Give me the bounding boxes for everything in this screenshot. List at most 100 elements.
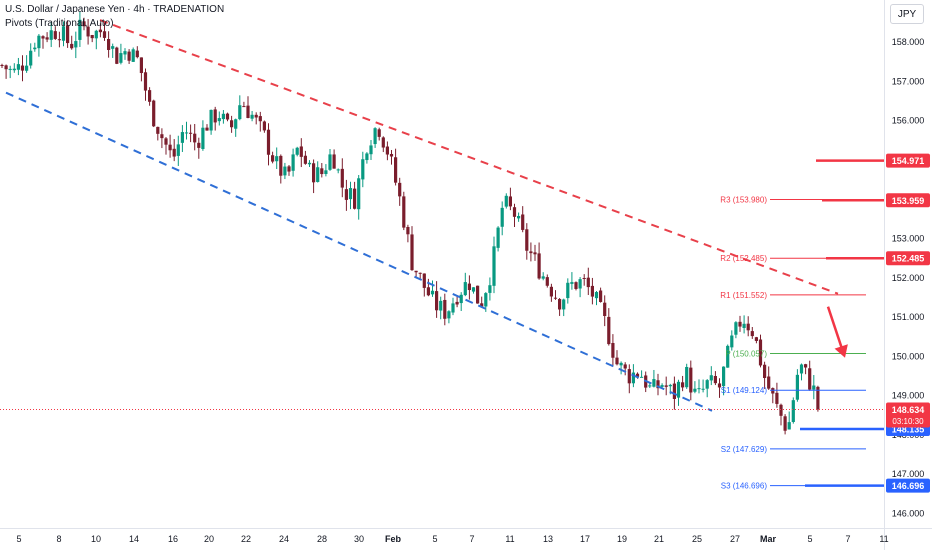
candle-body	[312, 163, 316, 183]
candle-body	[529, 251, 533, 254]
candle-body	[37, 35, 41, 49]
time-tick-label: 14	[129, 534, 139, 544]
candle-body	[70, 43, 74, 49]
candle-body	[230, 120, 234, 128]
candle-body	[205, 127, 209, 131]
candle-body	[582, 277, 586, 279]
candle-body	[328, 154, 332, 170]
time-tick-label: 8	[56, 534, 61, 544]
candle-body	[242, 106, 246, 108]
candle-body	[389, 153, 394, 157]
candle-body	[549, 286, 553, 297]
candle-body	[82, 21, 86, 27]
candle-body	[664, 385, 668, 387]
candle-body	[291, 154, 295, 171]
candle-body	[320, 168, 324, 175]
candle-body	[553, 297, 558, 299]
candle-body	[701, 388, 705, 390]
candle-body	[476, 285, 480, 304]
candle-body	[525, 229, 529, 251]
candle-body	[627, 369, 631, 384]
candle-body	[594, 292, 599, 299]
price-tick-label: 153.000	[892, 233, 925, 243]
candle-body	[266, 129, 271, 155]
candle-body	[127, 51, 131, 61]
time-tick-label: 11	[505, 534, 514, 544]
price-tick-label: 149.000	[892, 391, 925, 401]
candle-body	[660, 385, 664, 387]
candle-body	[303, 155, 307, 164]
candle-body	[348, 188, 353, 200]
candle-body	[496, 227, 500, 248]
candle-body	[804, 364, 808, 368]
price-tick-label: 147.000	[892, 469, 925, 479]
candle-body	[754, 337, 758, 341]
candle-body	[12, 68, 16, 71]
candle-body	[246, 105, 250, 118]
candle-body	[156, 126, 160, 134]
candle-body	[435, 291, 439, 311]
candle-body	[20, 65, 25, 71]
time-tick-label: 25	[692, 534, 702, 544]
candle-body	[455, 301, 459, 305]
indicator-label[interactable]: Pivots (Traditional, Auto)	[5, 18, 114, 29]
candle-body	[607, 316, 611, 345]
candle-body	[697, 388, 701, 390]
candle-body	[668, 384, 672, 387]
candle-body	[49, 30, 53, 40]
candle-body	[443, 299, 447, 319]
candle-body	[463, 282, 467, 296]
time-tick-label: 10	[91, 534, 101, 544]
candles-group	[0, 11, 820, 435]
candle-body	[750, 331, 754, 337]
candle-body	[61, 26, 66, 41]
candle-body	[562, 299, 566, 310]
candle-body	[611, 343, 615, 358]
current-price-label: 148.634	[892, 405, 925, 415]
time-tick-label: 28	[317, 534, 327, 544]
key-level-label: 152.485	[892, 254, 925, 264]
candle-body	[275, 156, 279, 162]
candle-body	[689, 367, 693, 393]
price-tick-label: 157.000	[892, 76, 925, 86]
candle-body	[676, 381, 681, 398]
key-level-label: 154.971	[892, 156, 925, 166]
candle-body	[603, 302, 607, 317]
candle-body	[422, 273, 426, 288]
candle-body	[332, 154, 336, 169]
countdown-label: 03:10:30	[892, 417, 924, 426]
candle-body	[381, 137, 385, 148]
candle-body	[418, 272, 422, 274]
candle-body	[451, 303, 455, 313]
candle-body	[570, 282, 574, 284]
candle-body	[586, 277, 590, 288]
candle-body	[430, 290, 435, 295]
candle-body	[189, 132, 193, 134]
candle-body	[340, 168, 344, 188]
candle-body	[545, 277, 549, 286]
candle-body	[623, 364, 627, 369]
candle-body	[787, 422, 791, 430]
candle-body	[410, 234, 414, 271]
candle-body	[139, 57, 143, 74]
candle-body	[795, 374, 799, 400]
currency-button[interactable]: JPY	[890, 4, 924, 24]
candle-body	[758, 339, 763, 366]
key-level-badge	[886, 153, 930, 168]
price-tick-label: 158.000	[892, 37, 925, 47]
bearish-arrow-head	[834, 344, 848, 358]
candle-body	[722, 366, 726, 387]
candle-body	[344, 189, 348, 200]
candle-body	[4, 65, 8, 70]
pivot-label-s3: S3 (146.696)	[721, 482, 768, 491]
candle-body	[279, 155, 283, 176]
candle-body	[492, 246, 496, 286]
channel-upper-line	[99, 19, 839, 295]
candle-body	[271, 155, 275, 162]
candle-body	[119, 53, 123, 63]
candle-body	[377, 129, 381, 137]
candle-body	[164, 138, 168, 145]
candle-body	[742, 323, 746, 328]
